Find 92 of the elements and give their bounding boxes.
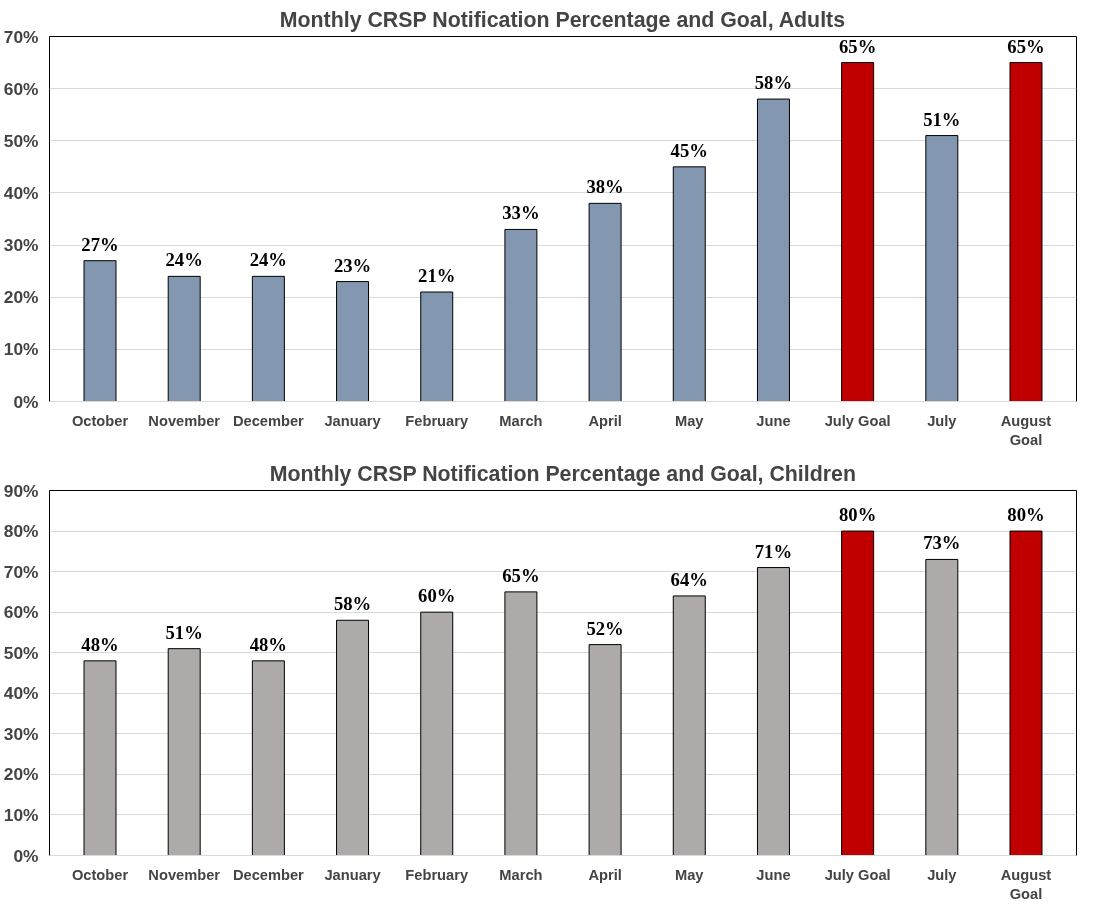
y-tick-label: 20%	[3, 287, 39, 308]
y-tick-label: 50%	[3, 130, 39, 151]
data-label: 65%	[502, 564, 540, 586]
y-tick-label: 70%	[3, 26, 39, 47]
x-tick-label: December	[232, 412, 305, 429]
bar	[925, 135, 959, 402]
bar	[504, 591, 538, 856]
bar	[756, 98, 790, 402]
y-tick-label: 20%	[3, 764, 39, 785]
y-tick-label: 80%	[3, 521, 39, 542]
x-tick-label: November	[148, 412, 221, 429]
data-label: 45%	[670, 139, 708, 161]
y-tick-label: 40%	[3, 182, 39, 203]
y-tick-label: 10%	[3, 804, 39, 825]
data-label: 23%	[333, 254, 372, 276]
data-label: 52%	[586, 617, 624, 639]
bar	[504, 228, 538, 402]
bar	[167, 648, 201, 856]
bar	[1009, 62, 1043, 402]
x-tick-label: April	[588, 866, 622, 883]
x-tick-label: May	[675, 866, 705, 883]
x-tick-label: October	[71, 866, 129, 883]
y-tick-label: 10%	[3, 339, 39, 360]
x-tick-label: May	[675, 412, 705, 429]
x-tick-label: August Goal	[1000, 412, 1052, 448]
bar	[83, 260, 117, 402]
x-tick-label: June	[756, 866, 791, 883]
x-tick-label: March	[499, 412, 543, 429]
data-label: 51%	[923, 108, 961, 130]
x-tick-label: March	[499, 866, 543, 883]
y-tick-label: 70%	[3, 561, 39, 582]
data-label: 58%	[333, 593, 372, 615]
data-label: 73%	[923, 532, 961, 554]
bar	[251, 660, 285, 856]
x-tick-label: February	[405, 412, 469, 429]
bar	[420, 291, 454, 402]
x-tick-label: July	[927, 412, 958, 429]
chart-title: Monthly CRSP Notification Percentage and Goal, Adults	[279, 7, 846, 32]
data-label: 48%	[81, 633, 119, 655]
bar	[167, 275, 201, 402]
bar	[83, 660, 117, 856]
data-label: 21%	[418, 265, 456, 286]
chart-title: Monthly CRSP Notification Percentage and Goal, Children	[269, 461, 856, 486]
x-tick-label: August Goal	[1000, 866, 1052, 902]
bar	[420, 611, 454, 856]
bar	[841, 530, 875, 856]
data-label: 48%	[249, 633, 288, 655]
y-tick-label: 90%	[3, 480, 39, 501]
bar	[925, 558, 959, 856]
x-tick-label: December	[232, 866, 305, 883]
x-tick-label: January	[324, 866, 382, 883]
x-tick-label: October	[71, 412, 129, 429]
y-tick-label: 30%	[3, 723, 39, 744]
x-tick-label: July Goal	[824, 412, 891, 429]
bar	[336, 281, 370, 402]
data-label: 80%	[838, 504, 877, 526]
y-tick-label: 0%	[13, 845, 39, 866]
bar	[841, 62, 875, 402]
y-tick-label: 60%	[3, 602, 39, 623]
data-label: 58%	[754, 72, 793, 94]
x-tick-label: July	[927, 866, 958, 883]
data-label: 80%	[1007, 504, 1045, 526]
x-tick-label: November	[148, 866, 221, 883]
data-label: 33%	[502, 202, 540, 224]
data-label: 65%	[838, 35, 877, 57]
y-tick-label: 40%	[3, 683, 39, 704]
bar	[251, 275, 285, 402]
data-label: 60%	[418, 585, 456, 607]
data-label: 64%	[670, 568, 708, 590]
bar	[672, 166, 706, 402]
data-label: 24%	[249, 249, 288, 271]
x-tick-label: June	[756, 412, 791, 429]
y-tick-label: 30%	[3, 235, 39, 256]
x-tick-label: April	[588, 412, 622, 429]
bar	[672, 595, 706, 856]
data-label: 38%	[586, 176, 624, 198]
data-label: 27%	[81, 233, 119, 255]
bar	[756, 567, 790, 856]
y-tick-label: 60%	[3, 78, 39, 99]
x-tick-label: January	[324, 412, 382, 429]
bar	[336, 619, 370, 856]
data-label: 24%	[165, 249, 203, 271]
x-tick-label: July Goal	[824, 866, 891, 883]
data-label: 51%	[165, 621, 203, 643]
data-label: 71%	[754, 540, 793, 562]
bar	[588, 644, 622, 856]
x-tick-label: February	[405, 866, 469, 883]
data-label: 65%	[1007, 35, 1045, 57]
bar	[588, 202, 622, 402]
y-tick-label: 0%	[13, 391, 39, 412]
y-tick-label: 50%	[3, 642, 39, 663]
bar	[1009, 530, 1043, 856]
